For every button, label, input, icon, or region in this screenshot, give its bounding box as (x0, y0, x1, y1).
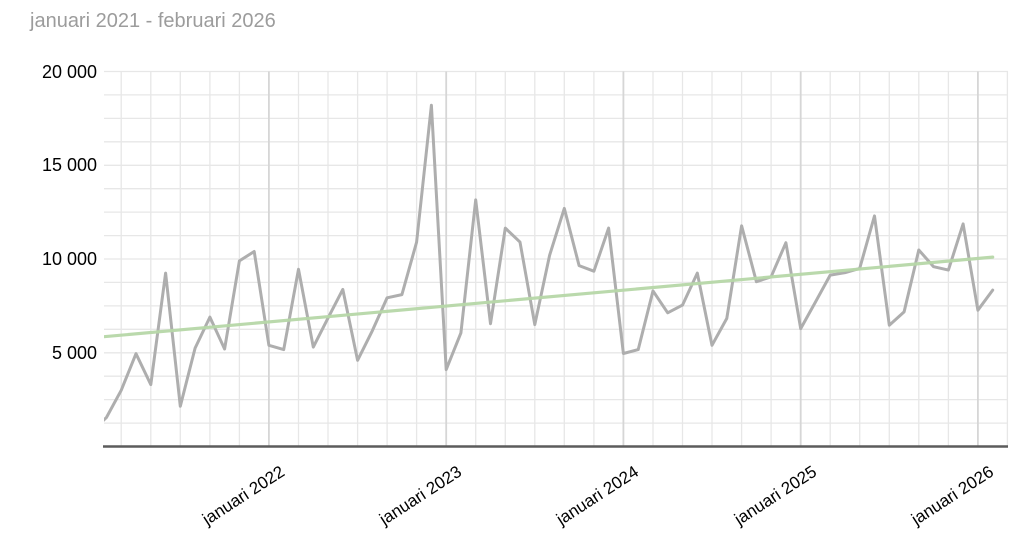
trend-line (104, 255, 995, 339)
chart-title: januari 2021 - februari 2026 (30, 10, 276, 32)
y-tick-label: 5 000 (51, 343, 97, 363)
y-tick-label: 20 000 (41, 62, 97, 82)
y-tick-label: 10 000 (41, 249, 97, 269)
data-line (104, 103, 995, 422)
y-tick-label: 15 000 (41, 155, 97, 175)
